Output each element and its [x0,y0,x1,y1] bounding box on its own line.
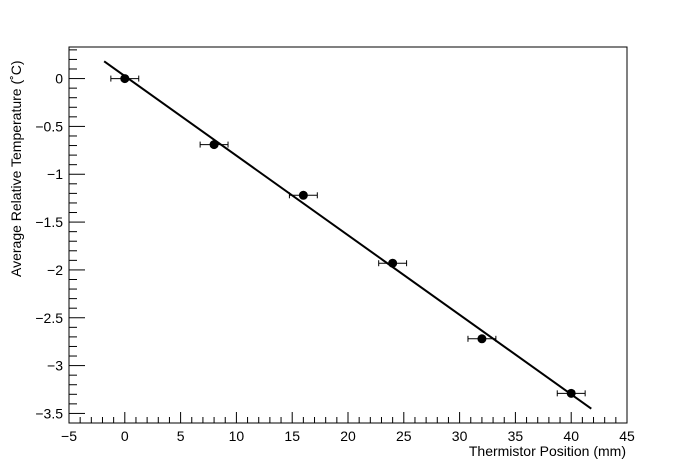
data-point-group [199,140,229,150]
x-tick-label: 35 [508,428,524,444]
y-tick-label: −1.5 [35,214,63,230]
data-point [209,140,219,150]
x-axis-label: Thermistor Position (mm) [469,443,626,459]
data-point [298,190,308,200]
x-tick-label: 0 [121,428,129,444]
x-tick-label: 45 [619,428,635,444]
data-point [388,258,398,268]
y-tick-label: −2 [47,262,63,278]
data-point-group [378,258,408,268]
data-point-group [110,74,140,84]
x-tick-label: 10 [229,428,245,444]
data-point-group [556,388,586,398]
x-tick-label: 25 [396,428,412,444]
y-tick-label: −0.5 [35,118,63,134]
data-point-group [288,190,318,200]
y-tick-label: 0 [55,71,63,87]
x-tick-label: 20 [340,428,356,444]
x-tick-label: 30 [452,428,468,444]
x-tick-label: 5 [177,428,185,444]
y-tick-label: −3 [47,358,63,374]
y-axis-label: Average Relative Temperature (˚C) [8,60,24,277]
y-tick-label: −1 [47,166,63,182]
y-tick-label: −2.5 [35,310,63,326]
data-point [566,388,576,398]
data-point-group [467,334,497,344]
data-point [477,334,487,344]
data-point [120,74,130,84]
fit-line [103,60,592,410]
x-tick-label: −5 [61,428,77,444]
x-tick-label: 15 [284,428,300,444]
y-tick-label: −3.5 [35,405,63,421]
x-tick-label: 40 [563,428,579,444]
